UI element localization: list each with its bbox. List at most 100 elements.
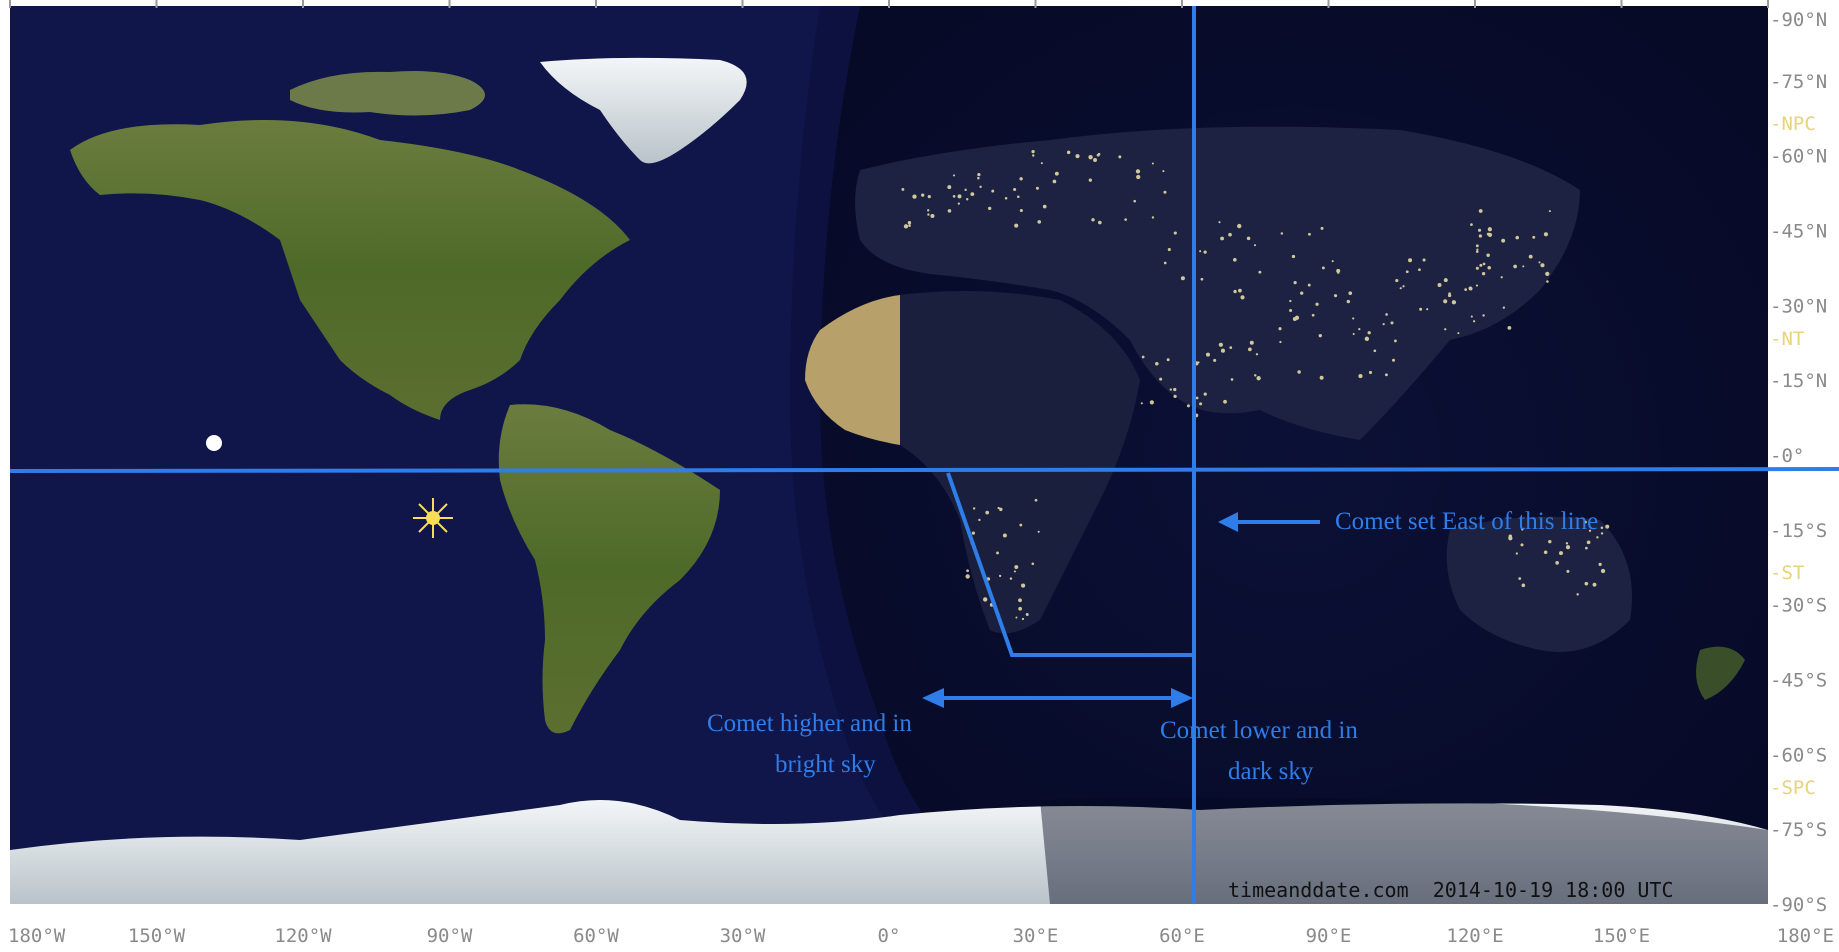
city-light-dot bbox=[1600, 526, 1604, 529]
city-light-dot bbox=[1596, 536, 1599, 539]
city-light-dot bbox=[977, 172, 981, 177]
city-light-dot bbox=[1540, 263, 1545, 268]
city-light-dot bbox=[901, 187, 905, 191]
city-light-dot bbox=[1294, 315, 1300, 320]
city-light-dot bbox=[1408, 258, 1413, 263]
city-light-dot bbox=[978, 518, 981, 522]
city-light-dot bbox=[907, 221, 912, 225]
city-light-dot bbox=[1475, 284, 1479, 287]
city-light-dot bbox=[1019, 177, 1023, 181]
city-light-dot bbox=[1521, 583, 1526, 588]
city-light-dot bbox=[1538, 261, 1541, 264]
city-light-dot bbox=[1169, 388, 1172, 391]
city-light-dot bbox=[1419, 307, 1423, 311]
city-light-dot bbox=[930, 213, 935, 219]
city-lights bbox=[901, 150, 1610, 621]
city-light-dot bbox=[1203, 392, 1207, 396]
map-credit-label: timeanddate.com 2014-10-19 18:00 UTC bbox=[1228, 878, 1674, 902]
city-light-dot bbox=[1037, 530, 1040, 533]
city-light-dot bbox=[1220, 348, 1225, 353]
city-light-dot bbox=[1475, 250, 1479, 253]
latitude-label: -90°S bbox=[1770, 894, 1827, 916]
latitude-label: -45°N bbox=[1770, 221, 1827, 243]
city-light-dot bbox=[964, 188, 967, 192]
city-light-dot bbox=[1240, 295, 1245, 300]
city-light-dot bbox=[1088, 178, 1092, 182]
city-light-dot bbox=[1481, 271, 1486, 276]
city-light-dot bbox=[1141, 355, 1145, 359]
city-light-dot bbox=[998, 574, 1002, 578]
city-light-dot bbox=[1464, 288, 1468, 292]
city-light-dot bbox=[1422, 258, 1426, 262]
city-light-dot bbox=[1368, 370, 1373, 374]
city-light-dot bbox=[1015, 616, 1018, 619]
city-light-dot bbox=[1032, 154, 1035, 157]
city-light-dot bbox=[1031, 562, 1035, 566]
city-light-dot bbox=[1478, 234, 1483, 238]
city-light-dot bbox=[1151, 162, 1154, 165]
city-light-dot bbox=[1331, 260, 1334, 263]
city-light-dot bbox=[1021, 583, 1026, 588]
city-light-dot bbox=[952, 174, 956, 177]
city-light-dot bbox=[1203, 250, 1207, 254]
city-light-dot bbox=[1075, 154, 1080, 159]
city-light-dot bbox=[1319, 375, 1324, 380]
city-light-dot bbox=[1605, 524, 1610, 529]
city-light-dot bbox=[1052, 179, 1057, 184]
visibility-double-arrow bbox=[922, 688, 1193, 708]
city-light-dot bbox=[1004, 196, 1008, 200]
city-light-dot bbox=[1565, 542, 1569, 545]
city-light-dot bbox=[1249, 340, 1254, 345]
longitude-label: 150°W bbox=[128, 925, 186, 947]
city-light-dot bbox=[1482, 262, 1486, 266]
city-light-dot bbox=[1228, 232, 1232, 237]
latitude-label: -75°N bbox=[1770, 71, 1827, 93]
city-light-dot bbox=[1546, 280, 1549, 283]
city-light-dot bbox=[1289, 309, 1293, 313]
city-light-dot bbox=[1528, 254, 1533, 259]
city-light-dot bbox=[1543, 550, 1548, 555]
australia-night bbox=[1446, 516, 1632, 652]
longitude-label: 120°W bbox=[274, 925, 332, 947]
city-light-dot bbox=[1167, 247, 1171, 252]
special-latitude-label: -NT bbox=[1770, 328, 1804, 350]
annotation-higher-line2: bright sky bbox=[775, 751, 876, 778]
city-light-dot bbox=[1521, 528, 1524, 531]
city-light-dot bbox=[1333, 294, 1338, 298]
city-light-dot bbox=[1451, 300, 1457, 305]
set-east-arrow bbox=[1218, 512, 1320, 532]
city-light-dot bbox=[1482, 314, 1485, 317]
city-light-dot bbox=[1256, 376, 1261, 381]
longitude-label: 120°E bbox=[1446, 925, 1503, 947]
city-light-dot bbox=[1093, 158, 1098, 162]
city-light-dot bbox=[1588, 529, 1592, 532]
city-light-dot bbox=[1163, 190, 1167, 194]
city-light-dot bbox=[1473, 320, 1476, 323]
city-light-dot bbox=[1014, 223, 1019, 228]
city-light-dot bbox=[1487, 232, 1493, 238]
city-light-dot bbox=[1470, 223, 1473, 226]
city-light-dot bbox=[1358, 328, 1361, 331]
city-light-dot bbox=[1140, 402, 1143, 405]
twilight-band bbox=[790, 6, 1040, 904]
city-light-dot bbox=[982, 597, 988, 602]
city-light-dot bbox=[1018, 606, 1023, 611]
city-light-dot bbox=[1548, 539, 1552, 544]
city-light-dot bbox=[1238, 288, 1242, 293]
city-light-dot bbox=[1218, 221, 1221, 224]
city-light-dot bbox=[1159, 377, 1163, 381]
city-light-dot bbox=[957, 202, 960, 205]
city-light-dot bbox=[1035, 186, 1039, 190]
city-light-dot bbox=[1013, 187, 1017, 192]
annotation-higher-line1: Comet higher and in bbox=[707, 710, 912, 737]
city-light-dot bbox=[952, 195, 956, 198]
city-light-dot bbox=[1402, 285, 1405, 288]
city-light-dot bbox=[1009, 577, 1013, 580]
city-light-dot bbox=[1091, 218, 1095, 222]
city-light-dot bbox=[1162, 170, 1165, 173]
city-light-dot bbox=[1096, 153, 1100, 157]
city-light-dot bbox=[1297, 370, 1301, 374]
city-light-dot bbox=[1444, 328, 1447, 331]
city-light-dot bbox=[1522, 265, 1525, 268]
city-light-dot bbox=[1278, 327, 1282, 331]
